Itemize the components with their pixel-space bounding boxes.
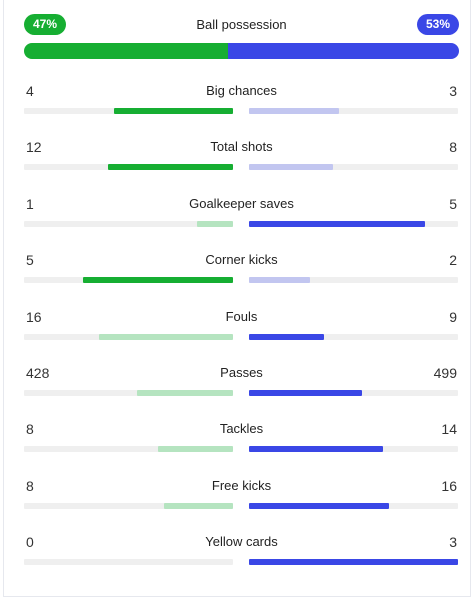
home-stat-value: 0 — [26, 534, 34, 551]
home-stat-value: 16 — [26, 308, 42, 325]
match-stats-panel: 47% Ball possession 53% 4 Big chances 3 12 T… — [3, 0, 471, 597]
home-stat-fill — [136, 389, 233, 396]
home-stat-value: 5 — [26, 252, 34, 269]
away-stat-track — [249, 277, 458, 284]
away-stat-fill — [249, 164, 333, 171]
possession-bar — [24, 43, 459, 59]
stat-label: Free kicks — [211, 477, 272, 493]
stat-label: Total shots — [210, 139, 273, 155]
home-possession-fill — [24, 43, 229, 59]
home-stat-fill — [157, 446, 233, 453]
away-stat-value: 499 — [433, 364, 457, 381]
home-stat-track — [24, 108, 233, 114]
away-stat-track — [249, 389, 458, 396]
ball-possession-label: Ball possession — [196, 17, 287, 32]
home-stat-value: 1 — [26, 195, 34, 212]
home-stat-value: 4 — [26, 83, 34, 99]
stat-label: Tackles — [219, 421, 264, 437]
away-stat-value: 16 — [441, 477, 457, 494]
home-stat-fill — [82, 277, 233, 284]
away-stat-track — [249, 502, 458, 509]
home-stat-fill — [113, 108, 233, 114]
stat-label: Yellow cards — [205, 534, 278, 550]
ball-possession-row: 47% Ball possession 53% — [24, 14, 459, 60]
home-stat-track — [24, 502, 233, 509]
away-stat-track — [249, 220, 458, 227]
home-stat-fill — [164, 502, 233, 509]
away-possession-badge: 53% — [416, 14, 459, 35]
away-stat-track — [249, 164, 458, 171]
home-stat-value: 8 — [26, 477, 34, 494]
away-stat-fill — [249, 108, 339, 114]
away-possession-fill — [228, 43, 459, 59]
home-stat-fill — [99, 333, 233, 340]
stat-label: Fouls — [225, 308, 258, 324]
stat-row: 4 Big chances 3 — [24, 82, 459, 138]
away-stat-value: 9 — [449, 308, 457, 325]
home-stat-value: 428 — [26, 364, 50, 381]
stat-row: 1 Goalkeeper saves 5 — [24, 195, 459, 251]
away-stat-value: 8 — [449, 139, 457, 156]
stat-row: 428 Passes 499 — [24, 364, 459, 420]
home-stat-fill — [197, 220, 233, 227]
away-stat-fill — [249, 446, 383, 453]
home-stat-value: 12 — [26, 139, 42, 156]
away-stat-fill — [249, 502, 390, 509]
stat-row: 8 Tackles 14 — [24, 420, 459, 476]
away-stat-value: 3 — [449, 534, 457, 551]
away-stat-track — [249, 559, 458, 566]
home-stat-fill — [107, 164, 233, 171]
away-stat-fill — [249, 277, 310, 284]
home-stat-track — [24, 164, 233, 171]
stat-list: 4 Big chances 3 12 Total shots 8 1 Goalkeeper s… — [24, 82, 459, 590]
home-stat-track — [24, 220, 233, 227]
away-stat-fill — [249, 220, 425, 227]
stat-row: 16 Fouls 9 — [24, 308, 459, 364]
home-stat-track — [24, 389, 233, 396]
away-stat-fill — [249, 559, 458, 566]
home-stat-track — [24, 333, 233, 340]
away-stat-track — [249, 446, 458, 453]
stat-row: 5 Corner kicks 2 — [24, 251, 459, 307]
home-stat-track — [24, 446, 233, 453]
stat-row: 12 Total shots 8 — [24, 138, 459, 194]
away-stat-value: 2 — [449, 252, 457, 269]
away-stat-value: 5 — [449, 195, 457, 212]
stat-label: Goalkeeper saves — [189, 195, 294, 211]
away-stat-fill — [249, 333, 325, 340]
stat-row: 0 Yellow cards 3 — [24, 533, 459, 589]
away-stat-value: 3 — [449, 83, 457, 99]
away-stat-value: 14 — [441, 421, 457, 438]
home-stat-value: 8 — [26, 421, 34, 438]
home-stat-track — [24, 559, 233, 566]
away-stat-track — [249, 108, 458, 114]
stat-row: 8 Free kicks 16 — [24, 477, 459, 533]
home-possession-badge: 47% — [24, 14, 67, 35]
home-stat-track — [24, 277, 233, 284]
stat-label: Corner kicks — [205, 252, 278, 268]
away-stat-track — [249, 333, 458, 340]
stat-label: Big chances — [206, 83, 277, 98]
away-stat-fill — [249, 389, 362, 396]
stat-label: Passes — [220, 364, 263, 380]
